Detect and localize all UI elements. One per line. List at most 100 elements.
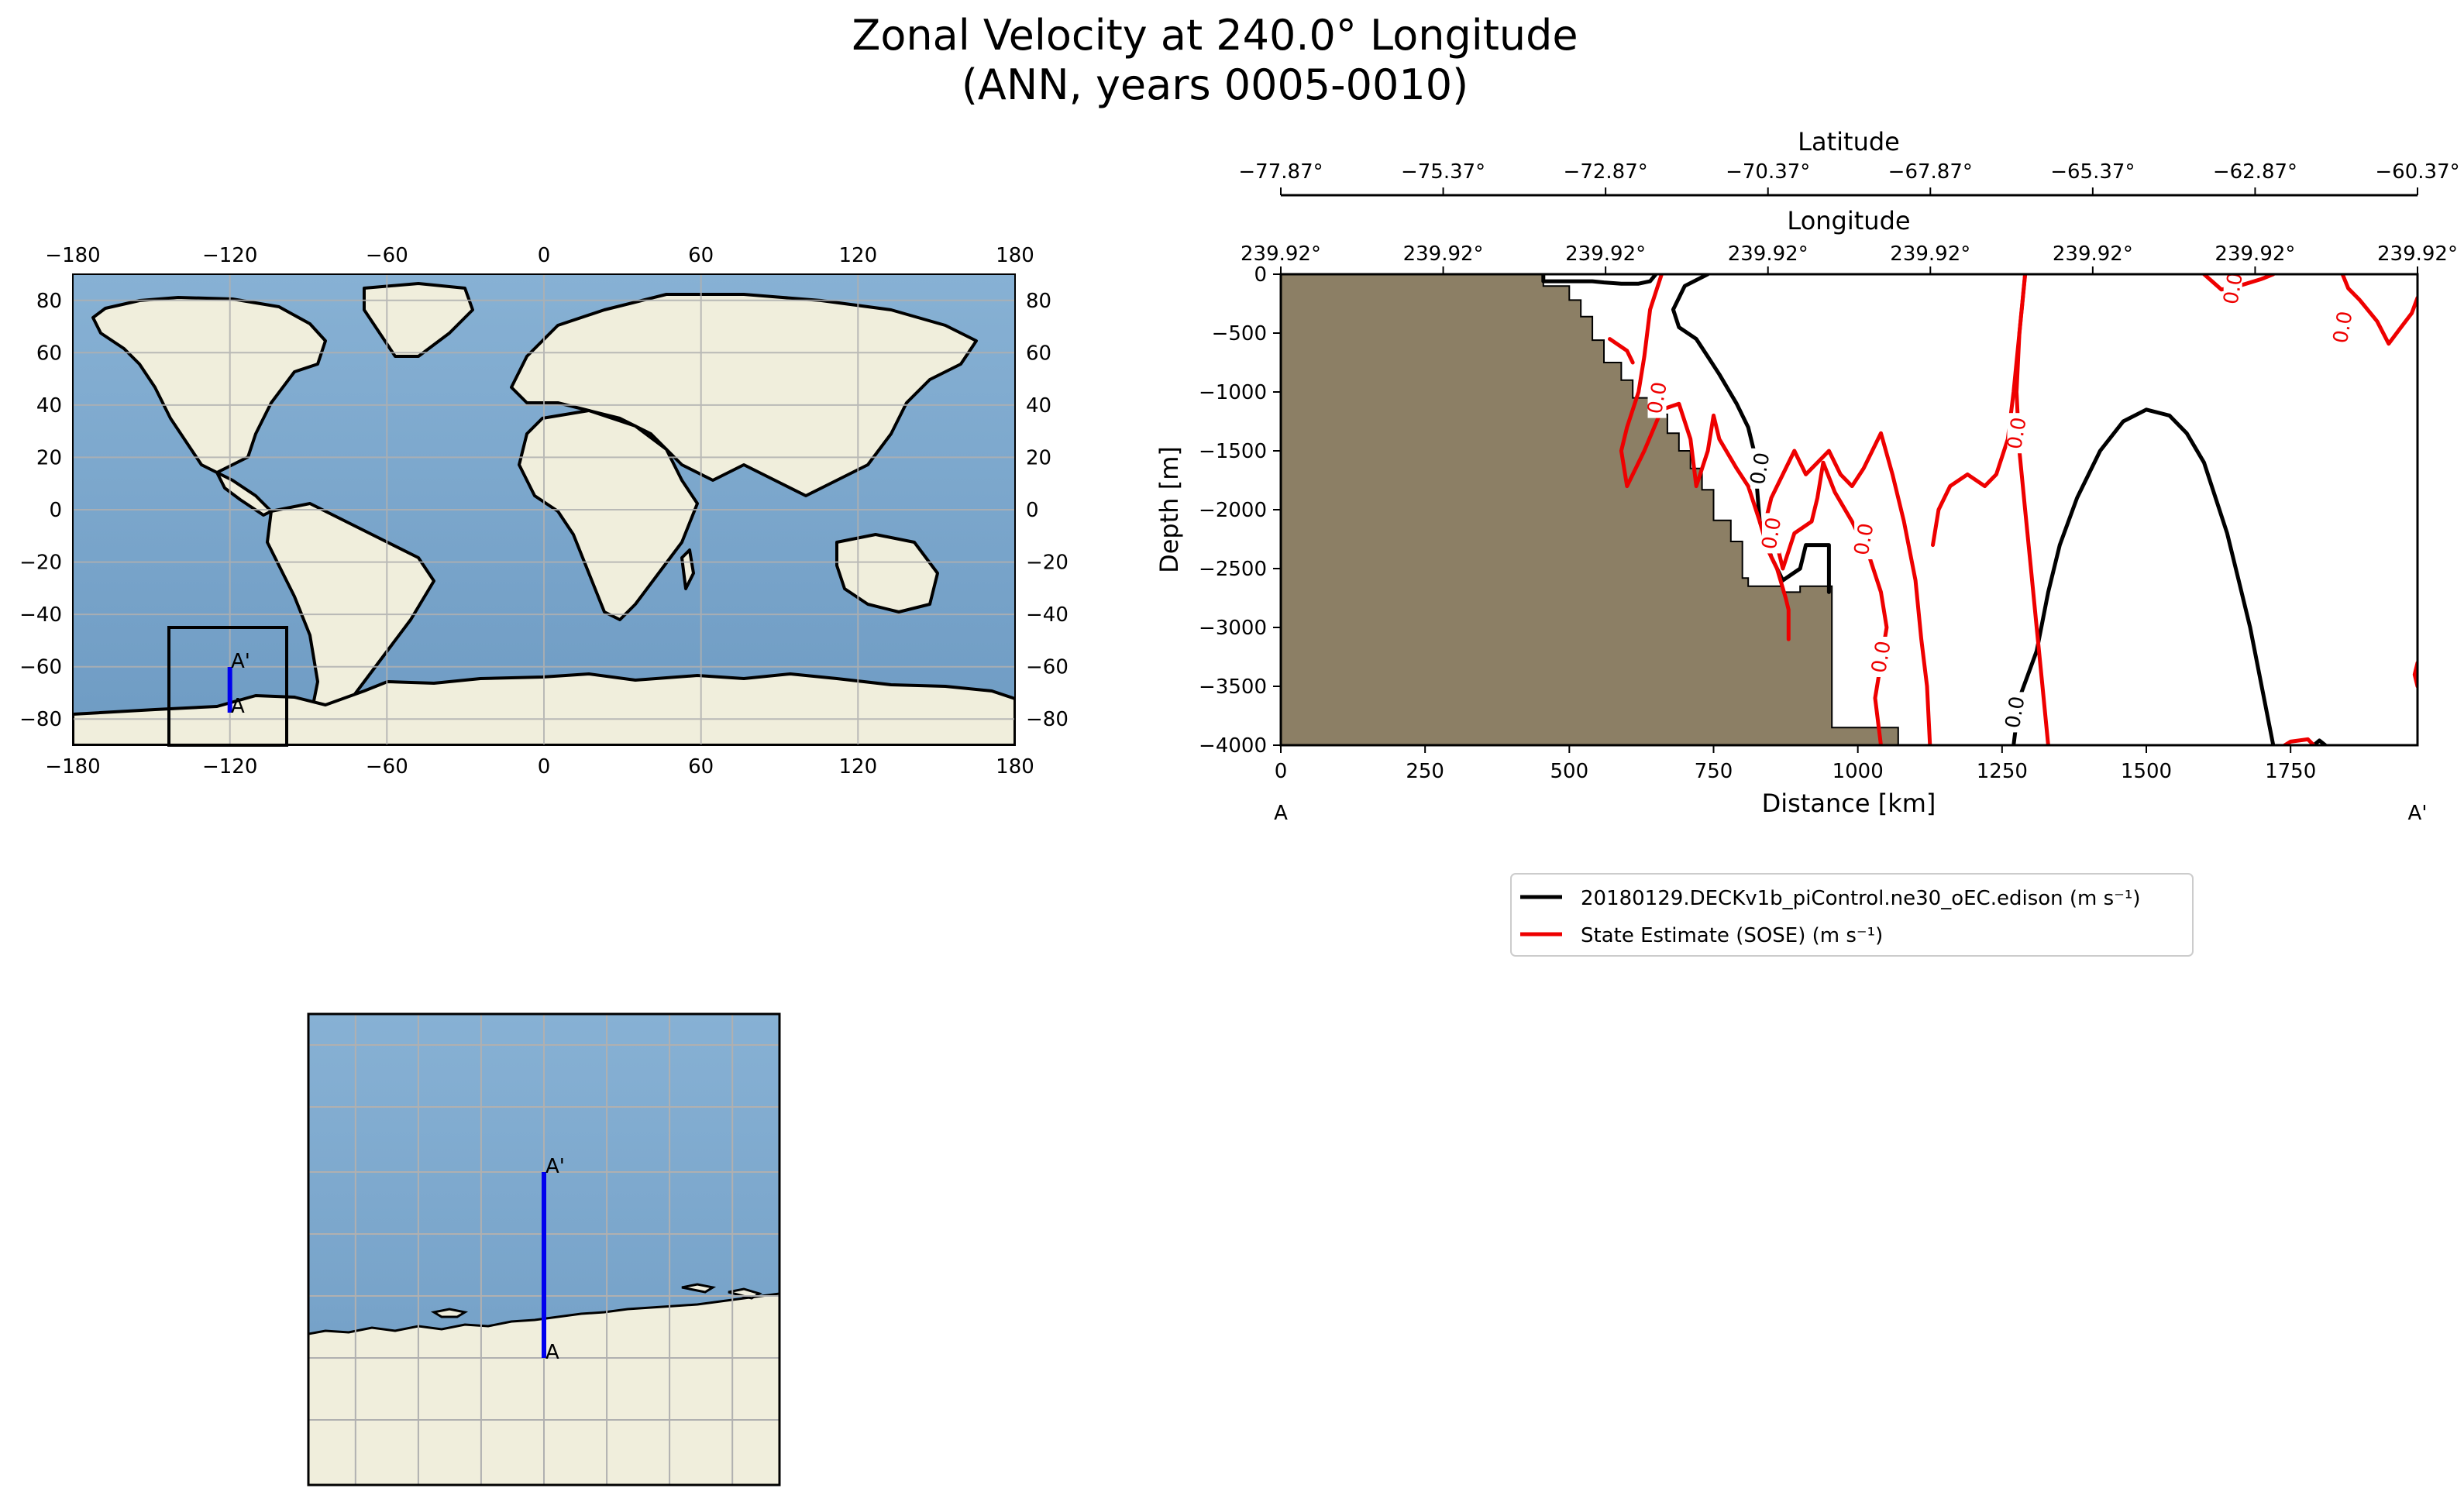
map-ytick-label-right: −20 — [1026, 552, 1069, 575]
sose-contour-line — [1619, 274, 1791, 641]
sose-contour-line — [2015, 274, 2050, 745]
map-xtick-label-bottom: 120 — [839, 755, 878, 778]
map-xtick-label-top: 120 — [839, 244, 878, 267]
inset-map-frame — [307, 1012, 781, 1487]
legend-label-obs: State Estimate (SOSE) (m s⁻¹) — [1581, 924, 1883, 947]
map-xtick-label-top: 0 — [538, 244, 551, 267]
longitude-tick-label: 239.92° — [1403, 242, 1484, 266]
section-ytick-label: −1000 — [1199, 381, 1267, 404]
latitude-tick-label: −60.37° — [2375, 160, 2459, 184]
sose-contour-line — [2283, 737, 2316, 745]
figure-title-line1: Zonal Velocity at 240.0° Longitude — [852, 11, 1578, 60]
section-ytick-label: −2500 — [1199, 558, 1267, 581]
global-map: A' A −180 −120 −60 0 60 120 180 −180 −120 −60 0 60… — [19, 244, 1069, 778]
latitude-tick-label: −62.87° — [2213, 160, 2297, 184]
latitude-tick-label: −70.37° — [1726, 160, 1810, 184]
sose-contour-label: 0.0 — [2219, 270, 2248, 306]
contour-label-background — [2005, 692, 2025, 733]
section-ytick-label: −500 — [1212, 322, 1267, 345]
section-start-label: A — [1274, 802, 1288, 825]
map-ytick-label-left: −40 — [19, 603, 62, 627]
sose-contour-label: 0.0 — [2329, 310, 2358, 345]
sose-contour-label: 0.0 — [1643, 380, 1672, 416]
inset-map: A' A — [307, 1012, 781, 1487]
section-xtick-label: 1000 — [1833, 760, 1884, 783]
map-ytick-label-left: 20 — [36, 446, 62, 469]
map-ytick-label-right: −80 — [1026, 708, 1069, 731]
map-ytick-label-right: 40 — [1026, 394, 1051, 418]
contour-label-background — [2333, 307, 2352, 348]
section-longitude-label: Longitude — [1787, 206, 1910, 235]
legend: 20180129.DECKv1b_piControl.ne30_oEC.edis… — [1510, 873, 2194, 957]
map-xtick-label-bottom: −180 — [45, 755, 100, 778]
global-map-grid — [73, 274, 1015, 745]
section-yticks: 0 −500 −1000 −1500 −2000 −2500 −3000 −3500 −4000 — [1199, 263, 1281, 758]
bathymetry-fill — [1281, 274, 1899, 745]
map-xtick-label-bottom: 180 — [996, 755, 1034, 778]
sose-contour-line — [2340, 274, 2418, 346]
contour-label-background — [1871, 637, 1891, 677]
map-ytick-label-left: 0 — [49, 499, 62, 522]
map-xtick-label-top: −180 — [45, 244, 100, 267]
section-top-longitude-axis: 239.92° 239.92° 239.92° 239.92° 239.92° 239.9… — [1241, 242, 2458, 274]
sose-contour-label: 0.0 — [1850, 521, 1879, 557]
velocity-section: 0.0 0.0 0.0 0.0 0.0 0.0 0.0 0.0 0.0 0 250 500 750 10… — [1155, 127, 2460, 825]
section-ytick-label: 0 — [1254, 263, 1267, 287]
section-xtick-label: 750 — [1695, 760, 1733, 783]
global-map-yticks-left: −80 −60 −40 −20 0 20 40 60 80 — [19, 290, 62, 731]
section-latitude-label: Latitude — [1798, 127, 1900, 156]
map-xtick-label-top: 180 — [996, 244, 1034, 267]
longitude-tick-label: 239.92° — [2377, 242, 2458, 266]
global-map-yticks-right: −80 −60 −40 −20 0 20 40 60 80 — [1026, 290, 1069, 731]
longitude-tick-label: 239.92° — [1728, 242, 1808, 266]
section-end-label: A' — [2408, 802, 2428, 825]
section-xtick-label: 250 — [1406, 760, 1444, 783]
section-xticks: 0 250 500 750 1000 1250 1500 1750 — [1275, 745, 2316, 783]
map-ytick-label-right: 20 — [1026, 446, 1051, 469]
section-xtick-label: 0 — [1275, 760, 1288, 783]
contour-label-background — [2007, 413, 2026, 454]
map-ytick-label-left: 80 — [36, 290, 62, 313]
section-ylabel: Depth [m] — [1155, 446, 1184, 573]
map-ytick-label-left: −80 — [19, 708, 62, 731]
model-contour-label: 0.0 — [2001, 695, 2030, 730]
longitude-tick-label: 239.92° — [2215, 242, 2295, 266]
global-map-frame — [72, 273, 1016, 746]
contour-label-background — [1854, 519, 1874, 559]
model-contour-line — [2311, 738, 2328, 745]
latitude-tick-label: −67.87° — [1888, 160, 1973, 184]
section-ytick-label: −4000 — [1199, 734, 1267, 758]
map-ytick-label-right: 0 — [1026, 499, 1039, 522]
section-ytick-label: −2000 — [1199, 499, 1267, 522]
map-ytick-label-left: 60 — [36, 342, 62, 365]
section-xtick-label: 1500 — [2121, 760, 2172, 783]
model-contour-line — [1541, 274, 1658, 286]
map-xtick-label-top: −60 — [366, 244, 408, 267]
contour-label-background — [2223, 274, 2242, 309]
latitude-tick-label: −65.37° — [2050, 160, 2135, 184]
contour-label-background — [1647, 377, 1667, 418]
sose-contour-label: 0.0 — [1867, 639, 1896, 675]
map-ytick-label-left: 40 — [36, 394, 62, 418]
transect-end-label-global: A' — [231, 650, 250, 673]
global-map-xticks-top: −180 −120 −60 0 60 120 180 — [45, 244, 1034, 267]
map-ytick-label-right: 80 — [1026, 290, 1051, 313]
map-ytick-label-left: −20 — [19, 552, 62, 575]
sose-contour-line — [1608, 337, 1635, 365]
transect-start-label-inset: A — [545, 1341, 559, 1364]
model-contour-line — [2011, 407, 2276, 745]
sose-contour-label: 0.0 — [2003, 415, 2032, 451]
map-xtick-label-top: 60 — [688, 244, 714, 267]
legend-label-model: 20180129.DECKv1b_piControl.ne30_oEC.edis… — [1581, 887, 2140, 910]
transect-start-label-global: A — [231, 695, 245, 718]
section-top-latitude-axis: −77.87° −75.37° −72.87° −70.37° −67.87° −65.3… — [1238, 160, 2460, 195]
section-ytick-label: −1500 — [1199, 440, 1267, 463]
figure-title-line2: (ANN, years 0005-0010) — [962, 60, 1468, 109]
section-ytick-label: −3000 — [1199, 617, 1267, 640]
map-ytick-label-right: −60 — [1026, 656, 1069, 679]
section-xlabel: Distance [km] — [1762, 789, 1936, 818]
model-contour-line — [1671, 274, 1831, 594]
latitude-tick-label: −77.87° — [1238, 160, 1323, 184]
section-xtick-label: 1250 — [1977, 760, 2028, 783]
